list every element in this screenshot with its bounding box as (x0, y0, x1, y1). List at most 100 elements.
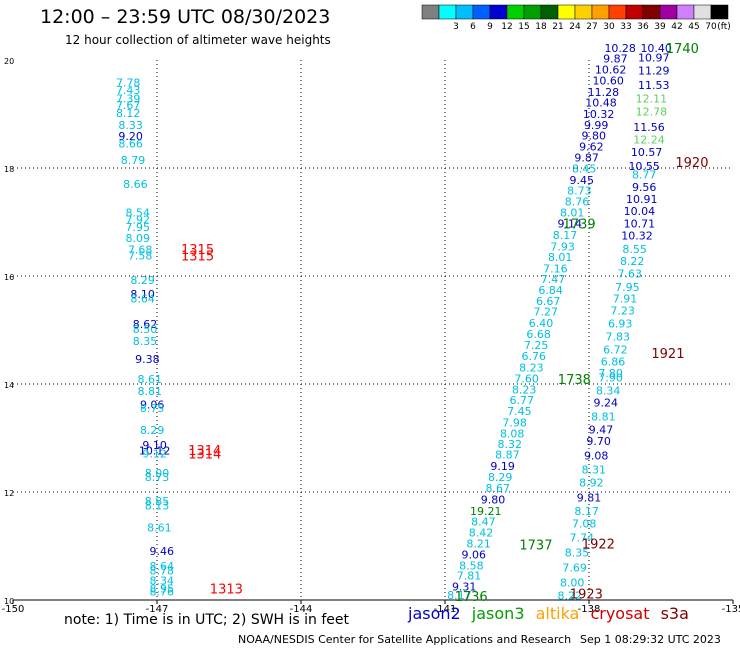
wave-height-value: 9.56 (632, 181, 657, 194)
colorbar-swatch (642, 4, 661, 20)
colorbar-tick-label: 30 (603, 22, 615, 32)
graticule (13, 60, 733, 601)
pass-time-label: 1920 (675, 156, 708, 171)
colorbar-swatch (523, 4, 542, 20)
wave-height-value: 9.62 (579, 140, 604, 153)
wave-height-value: 6.84 (538, 284, 563, 297)
wave-height-value: 8.21 (466, 537, 491, 550)
colorbar-tick-label: 24 (569, 22, 581, 32)
wave-height-value: 9.80 (582, 130, 607, 143)
colorbar-swatch (506, 4, 525, 20)
wave-height-value: 9.10 (142, 439, 167, 452)
wave-height-value: 8.17 (574, 505, 599, 518)
axis-labels: -150 -147 -144 -141 -138 -135 20 18 16 14 12 10 (2, 57, 740, 615)
wave-height-value: 7.47 (541, 273, 566, 286)
wave-height-value: 12.24 (633, 133, 665, 146)
wave-height-value: 8.78 (150, 564, 175, 577)
wave-height-value: 11.56 (633, 121, 665, 134)
wave-height-value: 9.06 (462, 549, 487, 562)
colorbar-tick-label: 12 (501, 22, 512, 32)
colorbar-tick-label: 36 (637, 22, 649, 32)
colorbar-tick-label: 42 (671, 22, 682, 32)
wave-height-value: 7.63 (618, 267, 643, 280)
wave-height-value: 7.93 (550, 240, 575, 253)
colorbar-tick-label: 21 (552, 22, 563, 32)
wave-height-value: 10.57 (631, 146, 663, 159)
wave-height-value: 7.67 (116, 99, 141, 112)
colorbar-swatch (455, 4, 474, 20)
pass-time-label: 1314 (188, 444, 221, 459)
wave-height-value: 9.46 (150, 545, 175, 558)
wave-height-value: 8.00 (560, 577, 585, 590)
wave-height-value: 7.83 (606, 330, 631, 343)
wave-height-value: 10.32 (583, 108, 615, 121)
wave-height-value: 7.90 (598, 372, 623, 385)
colorbar-tick-label: 70 (705, 22, 717, 32)
wave-height-value: 8.13 (145, 500, 170, 513)
colorbar: 3 6 9 12 15 18 21 24 27 30 33 36 39 42 45 70 (ft) (421, 4, 731, 32)
wave-height-value: 8.81 (591, 410, 616, 423)
pass-time-label: 1315 (181, 243, 214, 258)
wave-height-value: 7.16 (543, 262, 568, 275)
wave-height-value: 8.23 (519, 361, 544, 374)
colorbar-swatch (472, 4, 491, 20)
wave-height-value: 7.95 (126, 221, 151, 234)
colorbar-tick-label: 18 (535, 22, 547, 32)
wave-height-value: 7.39 (116, 92, 141, 105)
lat-tick-label: 18 (4, 165, 14, 174)
wave-height-value: 9.12 (142, 448, 167, 461)
legend-jason2: jason2 (408, 604, 461, 623)
wave-height-value: 7.80 (598, 367, 623, 380)
wave-height-value: 8.62 (133, 318, 158, 331)
wave-height-value: 10.97 (638, 51, 670, 64)
wave-height-value: 9.99 (584, 119, 609, 132)
pass-time-label: 1923 (570, 588, 603, 603)
wave-height-value: 8.55 (622, 243, 647, 256)
wave-height-value: 8.42 (469, 527, 494, 540)
wave-height-value: 7.92 (126, 213, 151, 226)
lat-tick-label: 20 (4, 57, 14, 66)
wave-height-value: 7.23 (610, 305, 635, 318)
lon-tick-label: -150 (2, 604, 25, 615)
legend-jason3: jason3 (471, 604, 525, 623)
wave-height-value: 12.78 (636, 105, 668, 118)
wave-height-value: 9.87 (574, 152, 599, 165)
colorbar-swatch (574, 4, 593, 20)
wave-height-value: 8.35 (133, 335, 158, 348)
wave-height-value: 9.47 (589, 423, 614, 436)
wave-height-value: 9.08 (584, 449, 609, 462)
timestamp: Sep 1 08:29:32 UTC 2023 (580, 633, 721, 646)
wave-height-value: 8.81 (138, 385, 163, 398)
colorbar-tick-label: 27 (586, 22, 597, 32)
wave-height-value: 10.60 (592, 75, 624, 88)
wave-height-value: 8.85 (145, 495, 170, 508)
pass-time-label: 1314 (188, 448, 221, 463)
colorbar-swatch (591, 4, 610, 20)
wave-height-value: 8.01 (548, 251, 573, 264)
wave-height-value: 8.92 (579, 476, 604, 489)
wave-height-value: 8.08 (500, 428, 525, 441)
wave-height-value: 8.67 (486, 482, 511, 495)
wave-height-value: 7.45 (507, 405, 532, 418)
pass-time-label: 1315 (181, 249, 214, 264)
wave-height-value: 8.00 (145, 467, 170, 480)
wave-height-value: 8.58 (459, 559, 484, 572)
colorbar-swatch (540, 4, 559, 20)
wave-height-value: 6.68 (526, 328, 551, 341)
wave-height-value: 10.91 (626, 193, 658, 206)
legend-cryosat: cryosat (590, 604, 650, 623)
footnote: note: 1) Time is in UTC; 2) SWH is in fe… (64, 612, 350, 628)
colorbar-swatch (438, 4, 457, 20)
wave-height-value: 9.06 (140, 399, 165, 412)
wave-height-value: 9.14 (558, 218, 583, 231)
wave-height-value: 10.48 (585, 97, 617, 110)
wave-height-value: 6.40 (529, 317, 554, 330)
wave-height-value: 8.32 (498, 438, 523, 451)
colorbar-tick-label: 39 (654, 22, 666, 32)
colorbar-tick-label: 9 (487, 22, 493, 32)
wave-height-value: 8.50 (133, 323, 158, 336)
wave-height-value: 9.70 (586, 435, 611, 448)
wave-height-value: 9.31 (452, 581, 477, 594)
wave-height-value: 9.87 (603, 52, 628, 65)
wave-height-value: 8.29 (130, 274, 155, 287)
